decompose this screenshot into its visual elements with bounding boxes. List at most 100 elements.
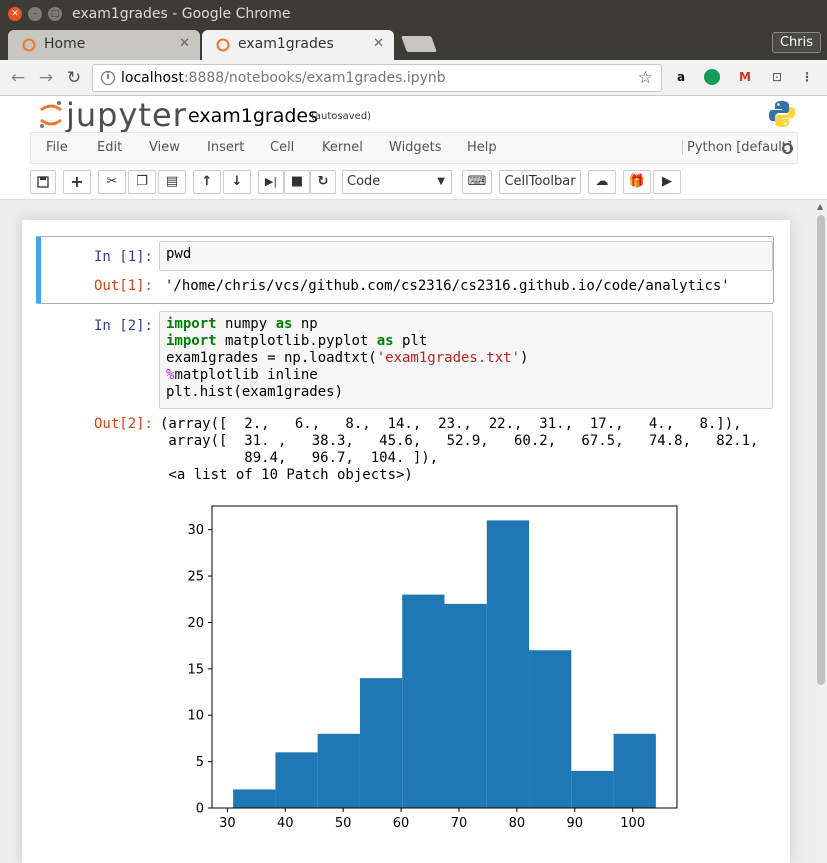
jupyter-wordmark: jupyter bbox=[66, 96, 187, 134]
cast-icon[interactable]: ⊡ bbox=[771, 70, 783, 84]
restart-icon[interactable]: ↻ bbox=[310, 170, 336, 194]
jupyter-logo[interactable]: jupyter bbox=[38, 96, 186, 134]
window-close-button[interactable]: ✕ bbox=[8, 7, 22, 21]
histogram-bar bbox=[613, 733, 656, 808]
tab-exam1grades[interactable]: exam1grades ✕ bbox=[202, 30, 394, 60]
video-icon[interactable]: ▶ bbox=[653, 170, 681, 194]
autosave-status: (autosaved) bbox=[311, 111, 372, 122]
histogram-bar bbox=[444, 603, 487, 808]
jupyter-favicon-icon bbox=[22, 38, 36, 52]
code-input[interactable]: import numpy as np import matplotlib.pyp… bbox=[159, 311, 773, 409]
menu-view[interactable]: View bbox=[149, 140, 180, 155]
chevron-down-icon: ▼ bbox=[437, 176, 445, 187]
notebook-container: In [1]: pwd Out[1]: '/home/chris/vcs/git… bbox=[22, 220, 790, 863]
kernel-idle-indicator-icon bbox=[782, 143, 793, 154]
jupyter-logo-icon bbox=[40, 101, 62, 128]
histogram-bar bbox=[317, 733, 360, 808]
cell-type-value: Code bbox=[347, 174, 381, 189]
move-down-arrow-icon[interactable]: ↓ bbox=[223, 170, 251, 194]
menu-cell[interactable]: Cell bbox=[270, 140, 295, 155]
window-titlebar: ✕ – □ exam1grades - Google Chrome bbox=[0, 0, 827, 28]
paste-icon[interactable]: ▤ bbox=[158, 170, 186, 194]
y-tick-label: 25 bbox=[187, 570, 204, 585]
scrollbar-thumb[interactable] bbox=[817, 215, 825, 685]
stop-icon[interactable]: ■ bbox=[284, 170, 310, 194]
histogram-bar bbox=[529, 650, 572, 808]
code-line: %matplotlib inline bbox=[166, 367, 318, 383]
keyboard-icon[interactable]: ⌨ bbox=[462, 170, 492, 194]
input-prompt: In [2]: bbox=[93, 318, 153, 334]
profile-button[interactable]: Chris bbox=[771, 32, 821, 53]
code-line: plt.hist(exam1grades) bbox=[166, 384, 344, 400]
amazon-extension-icon[interactable]: a bbox=[676, 70, 686, 84]
close-icon[interactable]: ✕ bbox=[373, 36, 384, 51]
tab-label: exam1grades bbox=[238, 36, 334, 52]
insert-cell-plus-icon[interactable]: + bbox=[63, 170, 91, 194]
histogram-chart: 30 40 50 60 70 80 90 100 0 5 10 15 20 25 30 bbox=[187, 505, 678, 831]
bookmark-star-icon[interactable]: ☆ bbox=[637, 68, 653, 88]
menu-edit[interactable]: Edit bbox=[97, 140, 123, 155]
notebook-name[interactable]: exam1grades bbox=[188, 105, 319, 127]
cell-output: (array([ 2., 6., 8., 14., 23., 22., 31.,… bbox=[160, 416, 759, 483]
new-tab-button[interactable] bbox=[401, 36, 437, 52]
input-prompt: In [1]: bbox=[93, 249, 153, 265]
jupyter-favicon-icon bbox=[216, 38, 230, 52]
page-scrollbar[interactable]: ▲ bbox=[815, 200, 827, 863]
y-tick-label: 15 bbox=[187, 662, 204, 677]
move-up-arrow-icon[interactable]: ↑ bbox=[193, 170, 221, 194]
code-input[interactable]: pwd bbox=[159, 241, 773, 271]
tab-home[interactable]: Home ✕ bbox=[8, 30, 200, 60]
code-line: exam1grades = np.loadtxt('exam1grades.tx… bbox=[166, 350, 529, 366]
info-icon[interactable]: i bbox=[101, 71, 115, 85]
menu-widgets[interactable]: Widgets bbox=[389, 140, 442, 155]
gift-icon[interactable]: 🎁 bbox=[623, 170, 651, 194]
celltoolbar-button[interactable]: CellToolbar bbox=[499, 170, 581, 194]
notebook-menubar: File Edit View Insert Cell Kernel Widget… bbox=[30, 132, 798, 164]
python-logo-icon bbox=[769, 101, 795, 127]
menu-kernel[interactable]: Kernel bbox=[322, 140, 363, 155]
menu-file[interactable]: File bbox=[46, 140, 68, 155]
reload-icon[interactable]: ↻ bbox=[66, 68, 82, 88]
address-bar[interactable]: i localhost:8888/notebooks/exam1grades.i… bbox=[92, 64, 662, 92]
run-cell-icon[interactable]: ▶| bbox=[258, 170, 284, 194]
histogram-bar bbox=[571, 770, 614, 808]
close-icon[interactable]: ✕ bbox=[179, 36, 190, 51]
y-tick-label: 0 bbox=[196, 802, 204, 817]
x-tick-label: 100 bbox=[620, 816, 645, 831]
menu-icon[interactable]: ⋮ bbox=[801, 70, 813, 84]
cell-type-select[interactable]: Code ▼ bbox=[342, 170, 452, 194]
output-prompt: Out[2]: bbox=[93, 416, 153, 432]
histogram-bar bbox=[486, 520, 530, 808]
back-arrow-icon[interactable]: ← bbox=[10, 68, 26, 88]
x-tick-label: 50 bbox=[335, 816, 352, 831]
y-tick-label: 30 bbox=[187, 523, 204, 538]
jupyter-header: jupyter exam1grades (autosaved) File Edi… bbox=[0, 96, 827, 200]
cloud-upload-icon[interactable]: ☁ bbox=[588, 170, 616, 194]
hangouts-extension-icon[interactable] bbox=[704, 69, 720, 85]
cut-icon[interactable]: ✂ bbox=[98, 170, 126, 194]
x-tick-label: 80 bbox=[509, 816, 526, 831]
kernel-name: Python [default] bbox=[682, 140, 792, 155]
x-tick-label: 30 bbox=[219, 816, 236, 831]
code-cell[interactable]: In [1]: pwd Out[1]: '/home/chris/vcs/git… bbox=[36, 236, 774, 304]
browser-toolbar: ← → ↻ i localhost:8888/notebooks/exam1gr… bbox=[0, 60, 827, 96]
output-prompt: Out[1]: bbox=[93, 278, 153, 294]
x-tick-label: 70 bbox=[451, 816, 468, 831]
notebook-area: In [1]: pwd Out[1]: '/home/chris/vcs/git… bbox=[0, 200, 815, 863]
copy-icon[interactable]: ❐ bbox=[128, 170, 156, 194]
histogram-bar bbox=[233, 789, 276, 808]
gmail-extension-icon[interactable]: M bbox=[739, 70, 751, 84]
forward-arrow-icon[interactable]: → bbox=[38, 68, 54, 88]
window-minimize-button[interactable]: – bbox=[28, 7, 42, 21]
menu-insert[interactable]: Insert bbox=[207, 140, 245, 155]
y-tick-label: 10 bbox=[187, 709, 204, 724]
tab-label: Home bbox=[44, 36, 86, 52]
url-text: localhost:8888/notebooks/exam1grades.ipy… bbox=[121, 70, 446, 86]
save-icon[interactable] bbox=[30, 170, 56, 194]
tab-strip: Home ✕ exam1grades ✕ Chris bbox=[0, 28, 827, 60]
x-tick-label: 40 bbox=[277, 816, 294, 831]
scroll-up-arrow-icon[interactable]: ▲ bbox=[817, 202, 824, 211]
code-cell[interactable]: In [2]: import numpy as np import matplo… bbox=[36, 308, 774, 863]
window-maximize-button[interactable]: □ bbox=[48, 7, 62, 21]
menu-help[interactable]: Help bbox=[467, 140, 497, 155]
